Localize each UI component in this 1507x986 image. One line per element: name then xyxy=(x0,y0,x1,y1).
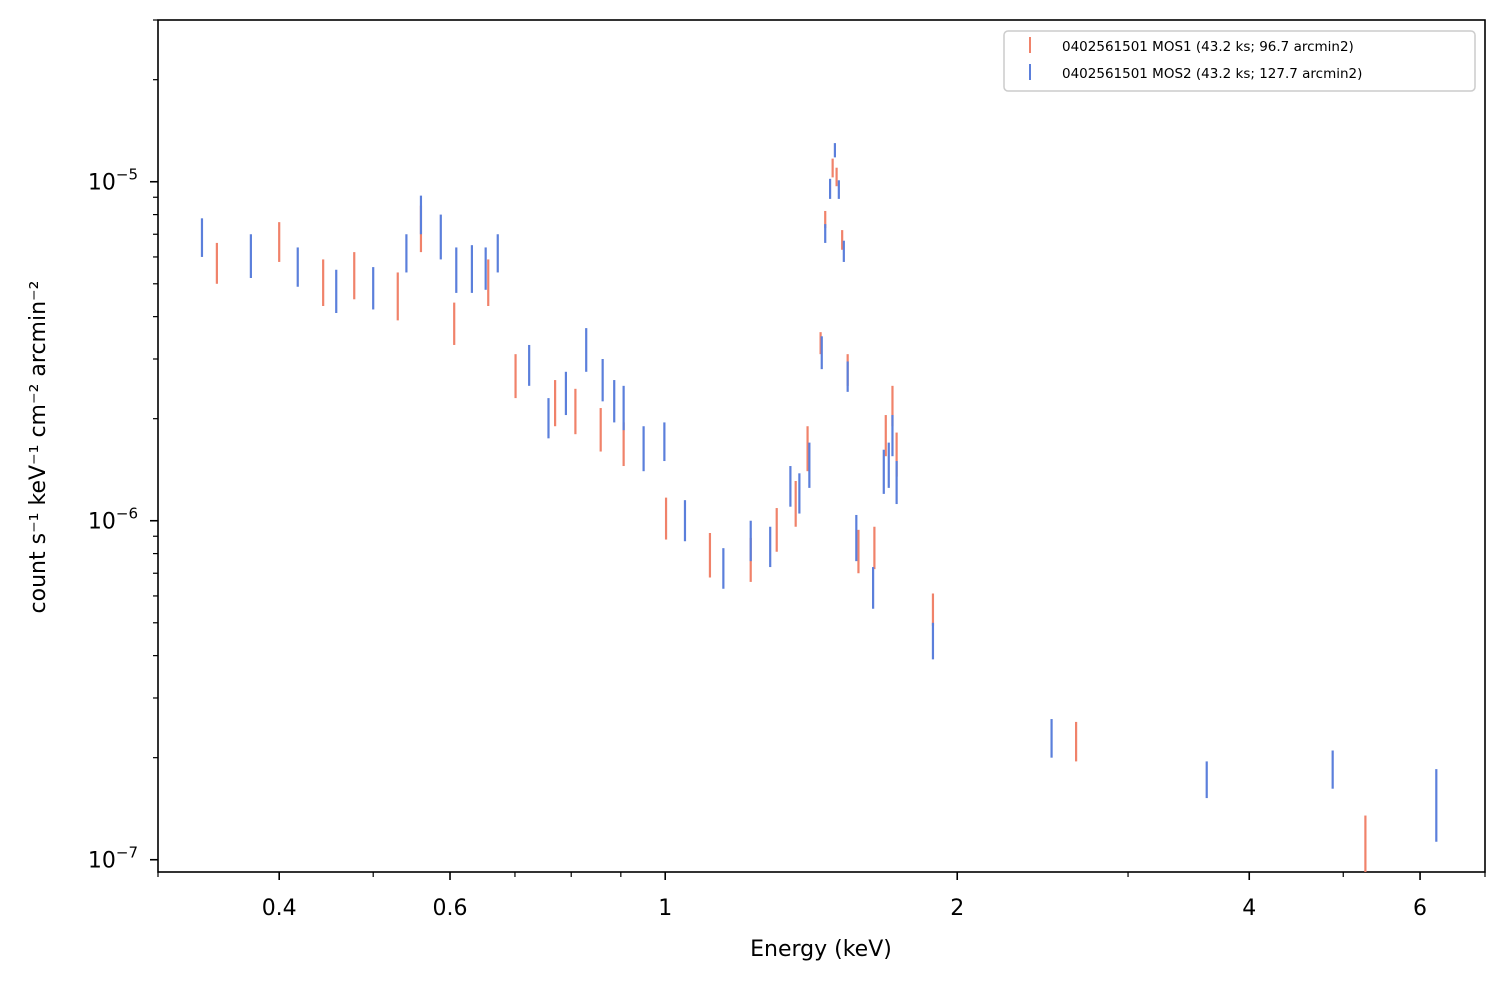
y-tick-label: 10−5 xyxy=(88,166,138,196)
y-axis-label: count s⁻¹ keV⁻¹ cm⁻² arcmin⁻² xyxy=(26,281,51,614)
plot-frame xyxy=(157,19,1486,873)
legend-label-mos2: 0402561501 MOS2 (43.2 ks; 127.7 arcmin2) xyxy=(1062,66,1362,82)
y-tick-label: 10−6 xyxy=(88,505,138,535)
x-tick-label: 1 xyxy=(658,896,672,921)
y-tick-label: 10−7 xyxy=(88,844,138,874)
x-tick-label: 4 xyxy=(1242,896,1256,921)
x-tick-label: 0.6 xyxy=(433,896,468,921)
series-layer xyxy=(200,143,1438,872)
series-mos2 xyxy=(200,143,1438,842)
legend-label-mos1: 0402561501 MOS1 (43.2 ks; 96.7 arcmin2) xyxy=(1062,39,1354,55)
x-tick-label: 6 xyxy=(1413,896,1427,921)
x-axis-label: Energy (keV) xyxy=(750,937,892,962)
x-tick-label: 2 xyxy=(950,896,964,921)
x-axis: 0.4 0.6 1 2 4 6 xyxy=(157,872,1486,921)
x-tick-label: 0.4 xyxy=(262,896,297,921)
y-axis: 10−7 10−6 10−5 xyxy=(88,19,158,874)
legend-box xyxy=(1003,30,1476,92)
legend: 0402561501 MOS1 (43.2 ks; 96.7 arcmin2) … xyxy=(1003,30,1476,92)
series-mos1 xyxy=(215,158,1367,872)
